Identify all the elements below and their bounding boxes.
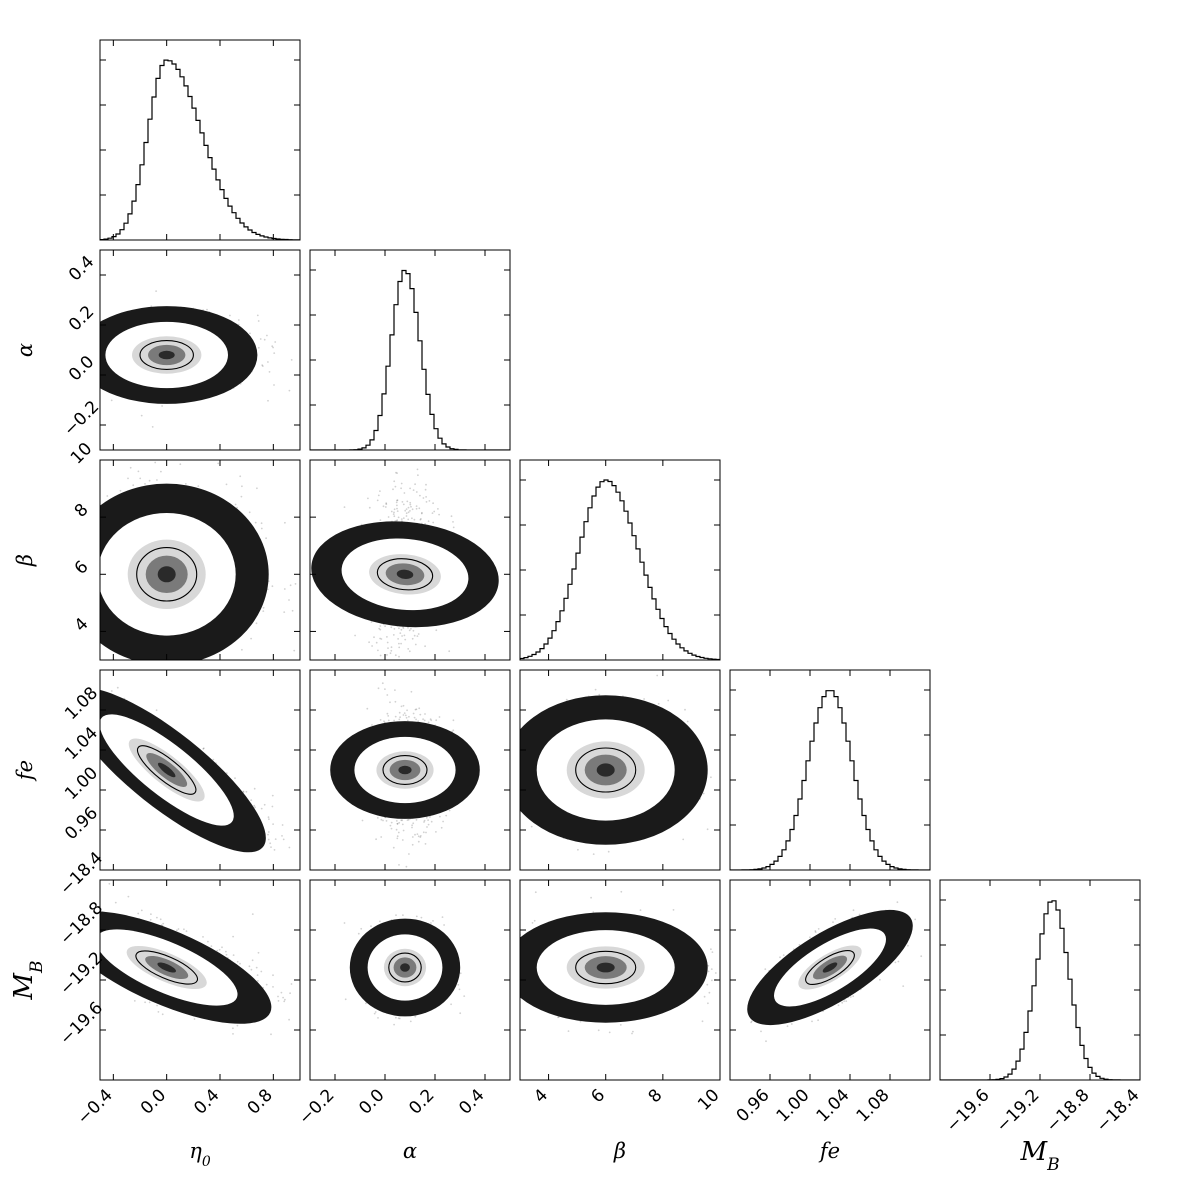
x-tick-label-fe: 1.04 xyxy=(813,1085,854,1126)
panel-frame xyxy=(99,249,301,451)
contour-fe-vs-eta0 xyxy=(136,745,197,795)
panel-frame xyxy=(309,669,511,871)
y-tick-label-beta: 10 xyxy=(67,439,96,468)
panel-MB-vs-eta0 xyxy=(99,879,301,1081)
x-tick-label-fe: 1.00 xyxy=(773,1085,814,1126)
x-axis-label-eta0: η0 xyxy=(189,1139,211,1170)
x-axis-label-MB: MB xyxy=(1019,1137,1059,1175)
panel-fe-vs-beta xyxy=(519,669,721,871)
x-tick-label-eta0: 0.8 xyxy=(244,1085,277,1118)
density-beta-vs-eta0 xyxy=(100,483,269,660)
y-axis-label-MB: MB xyxy=(9,960,47,1000)
density-beta-vs-alpha xyxy=(311,521,499,628)
x-tick-label-fe: 1.08 xyxy=(853,1085,894,1126)
histogram-alpha xyxy=(310,269,510,450)
panel-beta-vs-alpha xyxy=(309,459,511,661)
panel-MB-vs-MB xyxy=(939,879,1141,1081)
panel-fe-vs-alpha xyxy=(309,669,511,871)
histogram-beta xyxy=(520,479,720,660)
x-tick-label-beta: 4 xyxy=(530,1085,552,1107)
density-MB-vs-alpha xyxy=(349,918,461,1017)
x-tick-label-MB: −18.4 xyxy=(1093,1085,1144,1136)
y-tick-label-MB: −19.2 xyxy=(56,948,107,999)
y-tick-label-alpha: 0.0 xyxy=(65,352,98,385)
panel-beta-vs-eta0 xyxy=(99,459,301,661)
contour-MB-vs-alpha xyxy=(388,952,422,983)
x-axis-label-fe: fe xyxy=(818,1139,840,1163)
contour-MB-vs-eta0 xyxy=(135,950,199,985)
density-MB-vs-eta0 xyxy=(100,911,272,1024)
panels-layer xyxy=(99,39,1141,1081)
contour-fe-vs-alpha xyxy=(382,755,428,785)
panel-frame xyxy=(729,669,931,871)
y-axis-label-alpha: α xyxy=(13,343,37,357)
contour-alpha-vs-eta0 xyxy=(139,340,194,370)
x-axis-label-alpha: α xyxy=(403,1139,417,1163)
panel-MB-vs-beta xyxy=(519,879,721,1081)
x-tick-label-beta: 8 xyxy=(645,1085,667,1107)
panel-fe-vs-fe xyxy=(729,669,931,871)
histogram-fe xyxy=(730,690,930,870)
panel-MB-vs-alpha xyxy=(309,879,511,1081)
panel-frame xyxy=(99,459,301,661)
contour-MB-vs-fe xyxy=(805,950,855,985)
y-tick-label-beta: 8 xyxy=(71,500,93,522)
y-axis-label-beta: β xyxy=(13,554,37,567)
panel-frame xyxy=(99,39,301,241)
panel-frame xyxy=(939,879,1141,1081)
contour-MB-vs-beta xyxy=(575,950,637,985)
x-tick-label-eta0: −0.4 xyxy=(74,1085,117,1128)
density-fe-vs-eta0 xyxy=(100,687,266,853)
x-tick-label-alpha: 0.0 xyxy=(355,1085,388,1118)
x-tick-label-alpha: 0.4 xyxy=(455,1085,488,1118)
y-tick-label-fe: 1.00 xyxy=(61,763,102,804)
histogram-eta0 xyxy=(100,59,300,240)
density-fe-vs-beta xyxy=(520,695,708,845)
density-fe-vs-alpha xyxy=(330,721,480,819)
panel-fe-vs-eta0 xyxy=(99,669,301,871)
y-tick-label-alpha: 0.2 xyxy=(65,302,98,335)
x-tick-label-fe: 0.96 xyxy=(733,1085,774,1126)
panel-frame xyxy=(519,669,721,871)
panel-beta-vs-beta xyxy=(519,459,721,661)
y-tick-label-fe: 0.96 xyxy=(61,803,102,844)
panel-MB-vs-fe xyxy=(729,879,931,1081)
panel-alpha-vs-eta0 xyxy=(99,249,301,451)
density-alpha-vs-eta0 xyxy=(100,306,258,404)
contour-beta-vs-eta0 xyxy=(136,547,198,602)
y-tick-label-MB: −18.4 xyxy=(56,848,107,899)
contour-fe-vs-beta xyxy=(575,747,637,793)
density-MB-vs-beta xyxy=(520,912,708,1023)
x-tick-label-beta: 10 xyxy=(694,1085,723,1114)
contour-beta-vs-alpha xyxy=(376,558,434,591)
y-tick-label-beta: 4 xyxy=(71,614,93,636)
x-tick-label-MB: −19.6 xyxy=(943,1085,994,1136)
x-tick-label-alpha: 0.2 xyxy=(405,1085,438,1118)
y-tick-label-alpha: −0.2 xyxy=(60,397,103,440)
panel-frame xyxy=(99,669,301,871)
y-tick-label-beta: 6 xyxy=(71,557,93,579)
x-tick-label-MB: −19.2 xyxy=(993,1085,1044,1136)
histogram-MB xyxy=(940,900,1140,1080)
panel-alpha-vs-alpha xyxy=(309,249,511,451)
density-MB-vs-fe xyxy=(747,909,913,1026)
y-tick-label-fe: 1.04 xyxy=(61,723,102,764)
panel-eta0-vs-eta0 xyxy=(99,39,301,241)
x-tick-label-eta0: 0.0 xyxy=(137,1085,170,1118)
panel-frame xyxy=(309,459,511,661)
x-tick-label-eta0: 0.4 xyxy=(190,1085,223,1118)
panel-frame xyxy=(309,249,511,451)
x-tick-label-MB: −18.8 xyxy=(1043,1085,1094,1136)
x-tick-label-alpha: −0.2 xyxy=(295,1085,338,1128)
y-tick-label-MB: −18.8 xyxy=(56,898,107,949)
y-tick-label-MB: −19.6 xyxy=(56,998,107,1049)
x-axis-label-beta: β xyxy=(613,1139,626,1163)
y-tick-label-fe: 1.08 xyxy=(61,683,102,724)
y-tick-label-alpha: 0.4 xyxy=(65,252,98,285)
panel-frame xyxy=(519,459,721,661)
x-tick-label-beta: 6 xyxy=(587,1085,609,1107)
y-axis-label-fe: fe xyxy=(13,760,37,782)
